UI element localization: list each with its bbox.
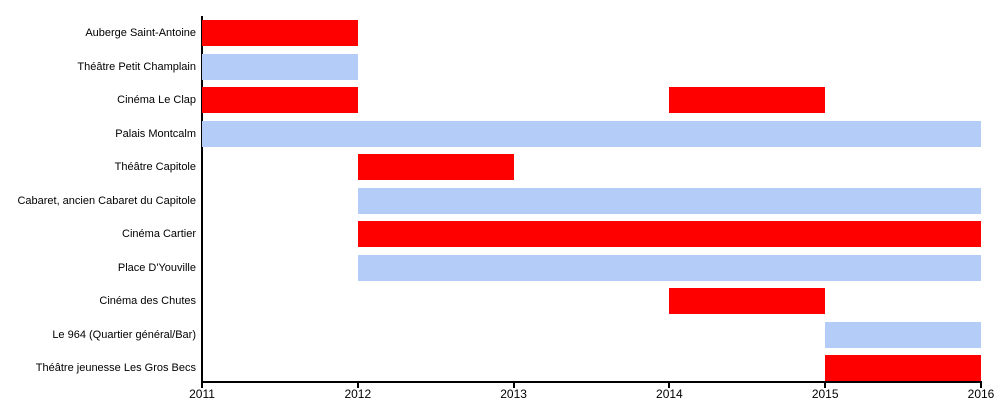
x-axis-tick-label: 2012 (344, 387, 372, 400)
x-axis-tick-label: 2014 (656, 387, 683, 400)
y-axis-line (201, 16, 203, 383)
gantt-bar (669, 288, 826, 314)
gantt-bar (669, 87, 826, 113)
gantt-bar (825, 355, 981, 381)
gantt-bar (357, 154, 514, 180)
row-label: Place D'Youville (117, 261, 196, 274)
row-label: Cabaret, ancien Cabaret du Capitole (17, 194, 196, 207)
gantt-bar (202, 53, 358, 80)
row-label: Le 964 (Quartier général/Bar) (52, 328, 196, 341)
gantt-bar (202, 20, 358, 46)
row-label: Théâtre jeunesse Les Gros Becs (35, 362, 196, 374)
gantt-bar (202, 87, 358, 113)
x-axis-tick (668, 383, 671, 388)
gantt-bar (357, 221, 981, 247)
x-axis-tick (980, 383, 982, 388)
x-axis-tick (512, 383, 515, 388)
gantt-bar (357, 187, 981, 214)
x-axis-line (201, 381, 982, 383)
row-label: Cinéma des Chutes (99, 295, 196, 307)
gantt-bar (357, 254, 981, 281)
x-axis-tick-label: 2016 (967, 387, 995, 400)
x-axis-tick-label: 2011 (189, 387, 215, 400)
x-axis-tick-label: 2015 (811, 387, 839, 400)
row-label: Théâtre Petit Champlain (77, 60, 196, 73)
x-axis-tick (356, 383, 359, 388)
gantt-bar (202, 120, 981, 147)
x-axis-tick (824, 383, 827, 388)
row-label: Cinéma Le Clap (117, 94, 196, 106)
row-label: Palais Montcalm (115, 127, 196, 140)
x-axis-tick-label: 2013 (500, 387, 527, 400)
row-label: Auberge Saint-Antoine (85, 27, 196, 39)
gantt-bar (825, 321, 981, 348)
row-label: Cinéma Cartier (122, 228, 196, 240)
row-label: Théâtre Capitole (114, 161, 196, 173)
x-axis-tick (201, 383, 203, 388)
